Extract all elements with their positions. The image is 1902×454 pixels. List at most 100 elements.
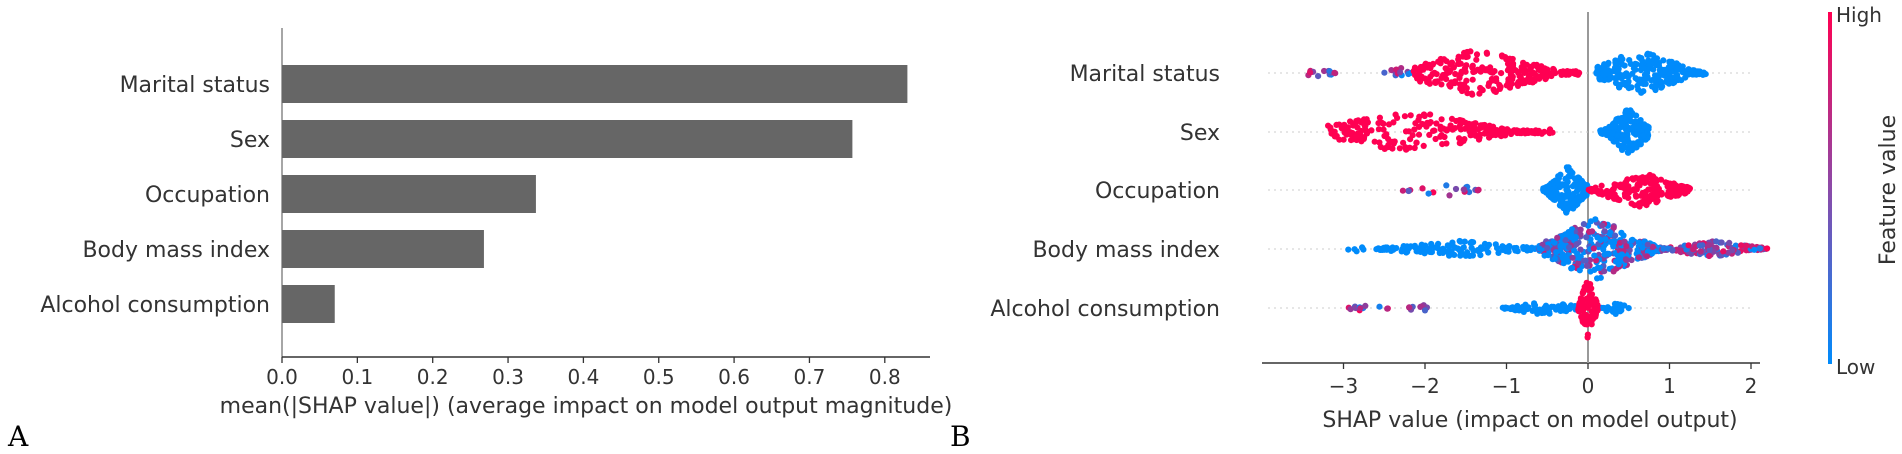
swarm-point — [1568, 265, 1575, 272]
x-tick-label: −3 — [1329, 374, 1358, 398]
swarm-point — [1637, 117, 1644, 124]
swarm-point — [1658, 84, 1665, 91]
swarm-point — [1612, 59, 1619, 66]
swarm-point — [1495, 249, 1502, 256]
swarm-point — [1357, 305, 1364, 312]
swarm-point — [1575, 260, 1582, 267]
swarm-point — [1607, 306, 1614, 313]
swarm-point — [1466, 189, 1473, 196]
swarm-point — [1564, 68, 1571, 75]
swarm-point — [1486, 80, 1493, 87]
swarm-point — [1583, 262, 1591, 269]
swarm-point — [1640, 132, 1647, 139]
swarm-point — [1406, 144, 1413, 151]
category-label-alcohol-consumption: Alcohol consumption — [990, 297, 1220, 322]
swarm-point — [1523, 67, 1530, 75]
swarm-point — [1499, 243, 1506, 250]
swarm-point — [1515, 128, 1522, 135]
swarm-point — [1557, 171, 1564, 178]
swarm-point — [1592, 257, 1600, 264]
swarm-point — [1633, 61, 1640, 68]
swarm-point — [1586, 257, 1594, 264]
swarm-point — [1615, 261, 1622, 268]
swarm-point — [1420, 142, 1427, 149]
category-label-sex: Sex — [230, 128, 270, 153]
category-label-marital-status: Marital status — [1070, 62, 1220, 87]
swarm-point — [1601, 251, 1608, 258]
swarm-point — [1391, 138, 1398, 145]
swarm-point — [1580, 221, 1587, 228]
swarm-point — [1647, 180, 1654, 187]
swarm-point — [1726, 239, 1733, 246]
swarm-point — [1502, 54, 1509, 61]
swarm-point — [1378, 119, 1386, 126]
swarm-point — [1447, 122, 1454, 129]
swarm-point — [1629, 175, 1636, 182]
swarm-point — [1592, 216, 1599, 223]
swarm-point — [1347, 306, 1354, 313]
swarm-point — [1623, 128, 1630, 135]
swarm-point — [1471, 120, 1478, 127]
swarm-point — [1645, 58, 1652, 65]
swarm-point — [1612, 232, 1619, 239]
swarm-point — [1576, 304, 1583, 311]
swarm-point — [1669, 247, 1676, 254]
x-tick-label: 0.8 — [869, 365, 901, 389]
bar-occupation — [282, 175, 536, 213]
swarm-point — [1424, 119, 1431, 126]
swarm-point — [1623, 70, 1630, 77]
swarm-point — [1376, 139, 1383, 146]
swarm-point — [1594, 63, 1601, 70]
swarm-point — [1382, 244, 1389, 251]
swarm-point — [1541, 128, 1548, 135]
swarm-point — [1371, 138, 1378, 145]
swarm-point — [1411, 242, 1418, 249]
swarm-point — [1360, 246, 1367, 253]
swarm-point — [1649, 243, 1656, 250]
swarm-point — [1577, 231, 1584, 238]
swarm-point — [1625, 305, 1632, 312]
swarm-point — [1551, 67, 1558, 74]
swarm-point — [1614, 73, 1621, 80]
swarm-point — [1578, 177, 1585, 184]
swarm-point — [1469, 252, 1476, 259]
swarm-point — [1597, 190, 1604, 197]
swarm-point — [1452, 70, 1459, 78]
x-tick-label: 0.5 — [643, 365, 675, 389]
swarm-point — [1493, 127, 1500, 134]
swarm-point — [1618, 60, 1625, 68]
swarm-point — [1606, 123, 1613, 130]
swarm-point — [1607, 238, 1614, 246]
swarm-point — [1590, 245, 1597, 252]
swarm-point — [1588, 319, 1595, 326]
swarm-point — [1628, 237, 1635, 244]
swarm-point — [1611, 181, 1618, 188]
swarm-point — [1493, 78, 1500, 85]
bar-body-mass-index — [282, 230, 484, 268]
swarm-point — [1596, 76, 1603, 83]
swarm-point — [1479, 87, 1486, 94]
swarm-point — [1625, 78, 1632, 85]
swarm-point — [1637, 138, 1644, 145]
swarm-point — [1650, 174, 1657, 181]
category-label-occupation: Occupation — [145, 183, 270, 208]
panel-b-beeswarm-chart: Marital status Sex Occupation Body mass ind… — [990, 3, 1901, 433]
swarm-point — [1620, 232, 1627, 239]
colorbar-title: Feature value — [1876, 115, 1901, 265]
swarm-point — [1485, 241, 1493, 248]
swarm-point — [1582, 312, 1589, 319]
swarm-point — [1585, 286, 1592, 293]
swarm-point — [1550, 238, 1557, 245]
swarm-point — [1388, 67, 1395, 74]
swarm-point — [1764, 245, 1771, 252]
swarm-point — [1624, 135, 1631, 142]
swarm-point — [1576, 267, 1583, 274]
swarm-point — [1629, 124, 1636, 131]
swarm-point — [1587, 291, 1594, 298]
swarm-point — [1628, 200, 1635, 207]
panel-label-b: B — [950, 420, 971, 453]
swarm-point — [1671, 79, 1678, 86]
swarm-point — [1544, 244, 1551, 252]
x-tick-label: 0.1 — [341, 365, 373, 389]
swarm-point — [1590, 308, 1597, 316]
